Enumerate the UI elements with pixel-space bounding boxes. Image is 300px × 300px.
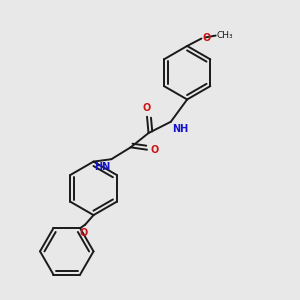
Text: O: O xyxy=(80,228,88,238)
Text: HN: HN xyxy=(94,162,110,172)
Text: O: O xyxy=(151,145,159,155)
Text: CH₃: CH₃ xyxy=(217,31,233,40)
Text: O: O xyxy=(202,33,211,43)
Text: O: O xyxy=(142,103,150,113)
Text: NH: NH xyxy=(172,124,188,134)
